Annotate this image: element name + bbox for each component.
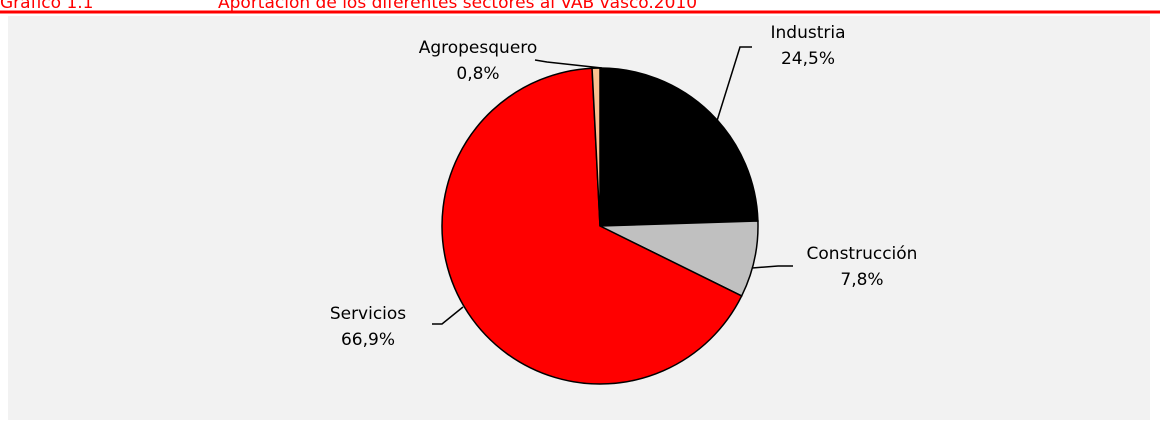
value-label: 24,5%	[781, 49, 835, 69]
value-label: 7,8%	[840, 270, 883, 290]
pie-slice	[599, 67, 759, 227]
chart-title: Aportación de los diferentes sectores al…	[218, 0, 697, 13]
leader-line	[751, 265, 793, 269]
pie-slice	[441, 67, 743, 385]
value-label: 0,8%	[456, 64, 499, 84]
leader-line	[432, 306, 464, 325]
slice-label: Construcción	[807, 244, 918, 264]
slice-label: Servicios	[330, 304, 406, 324]
leader-line	[534, 59, 603, 69]
slice-label: Agropesquero	[419, 38, 538, 58]
figure-label: Gráfico 1.1	[0, 0, 93, 13]
slice-label: Industria	[770, 23, 845, 43]
leader-line	[715, 46, 752, 125]
value-label: 66,9%	[341, 330, 395, 350]
